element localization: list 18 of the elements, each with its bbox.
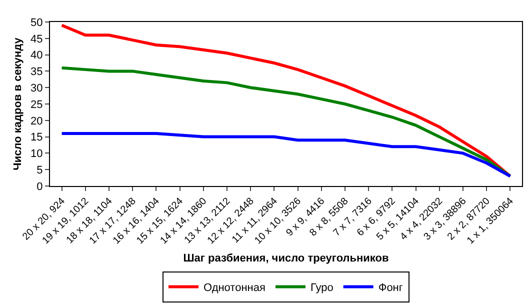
y-tick-label: 15: [30, 132, 43, 144]
legend-label: Однотонная: [204, 282, 266, 294]
y-tick-label: 40: [30, 50, 43, 62]
x-axis-title: Шаг разбиения, число треугольников: [183, 252, 390, 265]
y-tick-label: 50: [30, 16, 43, 29]
y-tick-label: 0: [36, 180, 43, 193]
y-tick-label: 10: [30, 148, 43, 160]
line-series: [60, 132, 512, 178]
y-tick-label: 35: [30, 66, 43, 78]
y-tick-label: 30: [30, 82, 43, 94]
legend-label: Фонг: [378, 282, 403, 294]
y-tick-label: 20: [30, 115, 43, 128]
legend-label: Гуро: [310, 282, 334, 294]
y-tick-label: 5: [36, 164, 43, 176]
y-tick-label: 25: [30, 98, 43, 111]
line-series: [60, 66, 512, 178]
y-tick-label: 45: [30, 33, 43, 46]
y-axis-title: Число кадров в секунду: [12, 36, 24, 170]
